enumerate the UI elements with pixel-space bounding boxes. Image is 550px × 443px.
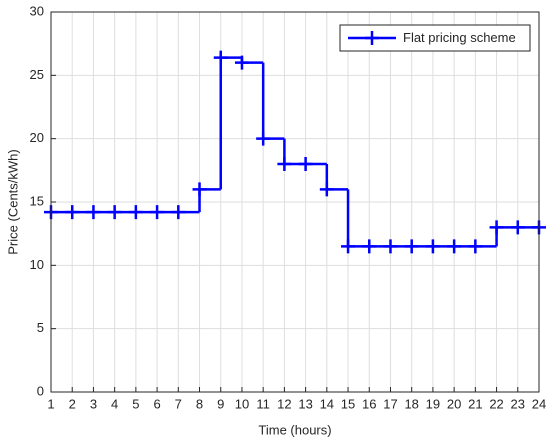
marker <box>171 205 186 220</box>
x-tick-label: 4 <box>111 396 118 411</box>
y-tick-label: 10 <box>30 257 44 272</box>
legend: Flat pricing scheme <box>339 24 531 52</box>
y-tick-label: 20 <box>30 130 44 145</box>
x-tick-label: 8 <box>196 396 203 411</box>
x-tick-label: 9 <box>217 396 224 411</box>
y-tick-label: 25 <box>30 67 44 82</box>
x-tick-label: 12 <box>277 396 291 411</box>
marker <box>298 157 313 171</box>
marker <box>256 131 271 146</box>
x-tick-label: 16 <box>362 396 376 411</box>
x-tick-label: 1 <box>47 396 54 411</box>
marker <box>277 157 292 171</box>
x-tick-label: 5 <box>132 396 139 411</box>
marker <box>447 239 462 254</box>
x-axis-label: Time (hours) <box>258 422 331 437</box>
x-tick-label: 3 <box>90 396 97 411</box>
marker <box>234 55 249 70</box>
x-tick-label: 6 <box>153 396 160 411</box>
x-tick-label: 17 <box>383 396 397 411</box>
y-tick-label: 15 <box>30 193 44 208</box>
y-axis-label: Price (Cents/kWh) <box>5 149 20 254</box>
marker <box>365 31 379 45</box>
marker <box>65 205 80 220</box>
y-tick-label: 0 <box>37 383 44 398</box>
x-tick-label: 22 <box>489 396 503 411</box>
x-tick-label: 14 <box>320 396 334 411</box>
marker <box>383 239 398 254</box>
y-tick-label: 5 <box>37 320 44 335</box>
marker <box>468 239 483 254</box>
marker <box>362 239 377 254</box>
marker <box>192 182 207 197</box>
x-tick-label: 13 <box>298 396 312 411</box>
x-tick-label: 21 <box>468 396 482 411</box>
x-tick-label: 18 <box>404 396 418 411</box>
x-tick-label: 15 <box>341 396 355 411</box>
marker <box>404 239 419 254</box>
marker <box>128 205 143 220</box>
x-tick-label: 24 <box>532 396 546 411</box>
marker <box>213 50 228 65</box>
y-tick-label: 30 <box>30 3 44 18</box>
marker <box>150 205 165 220</box>
x-tick-label: 11 <box>256 396 270 411</box>
marker <box>86 205 101 220</box>
marker <box>489 220 504 235</box>
x-tick-label: 23 <box>511 396 525 411</box>
marker <box>425 239 440 254</box>
x-tick-label: 7 <box>175 396 182 411</box>
marker <box>341 239 356 254</box>
legend-label: Flat pricing scheme <box>403 30 516 45</box>
x-tick-label: 2 <box>69 396 76 411</box>
marker <box>319 182 334 197</box>
marker <box>510 220 525 235</box>
x-tick-label: 20 <box>447 396 461 411</box>
marker <box>107 205 122 220</box>
x-tick-label: 19 <box>426 396 440 411</box>
x-tick-label: 10 <box>235 396 249 411</box>
